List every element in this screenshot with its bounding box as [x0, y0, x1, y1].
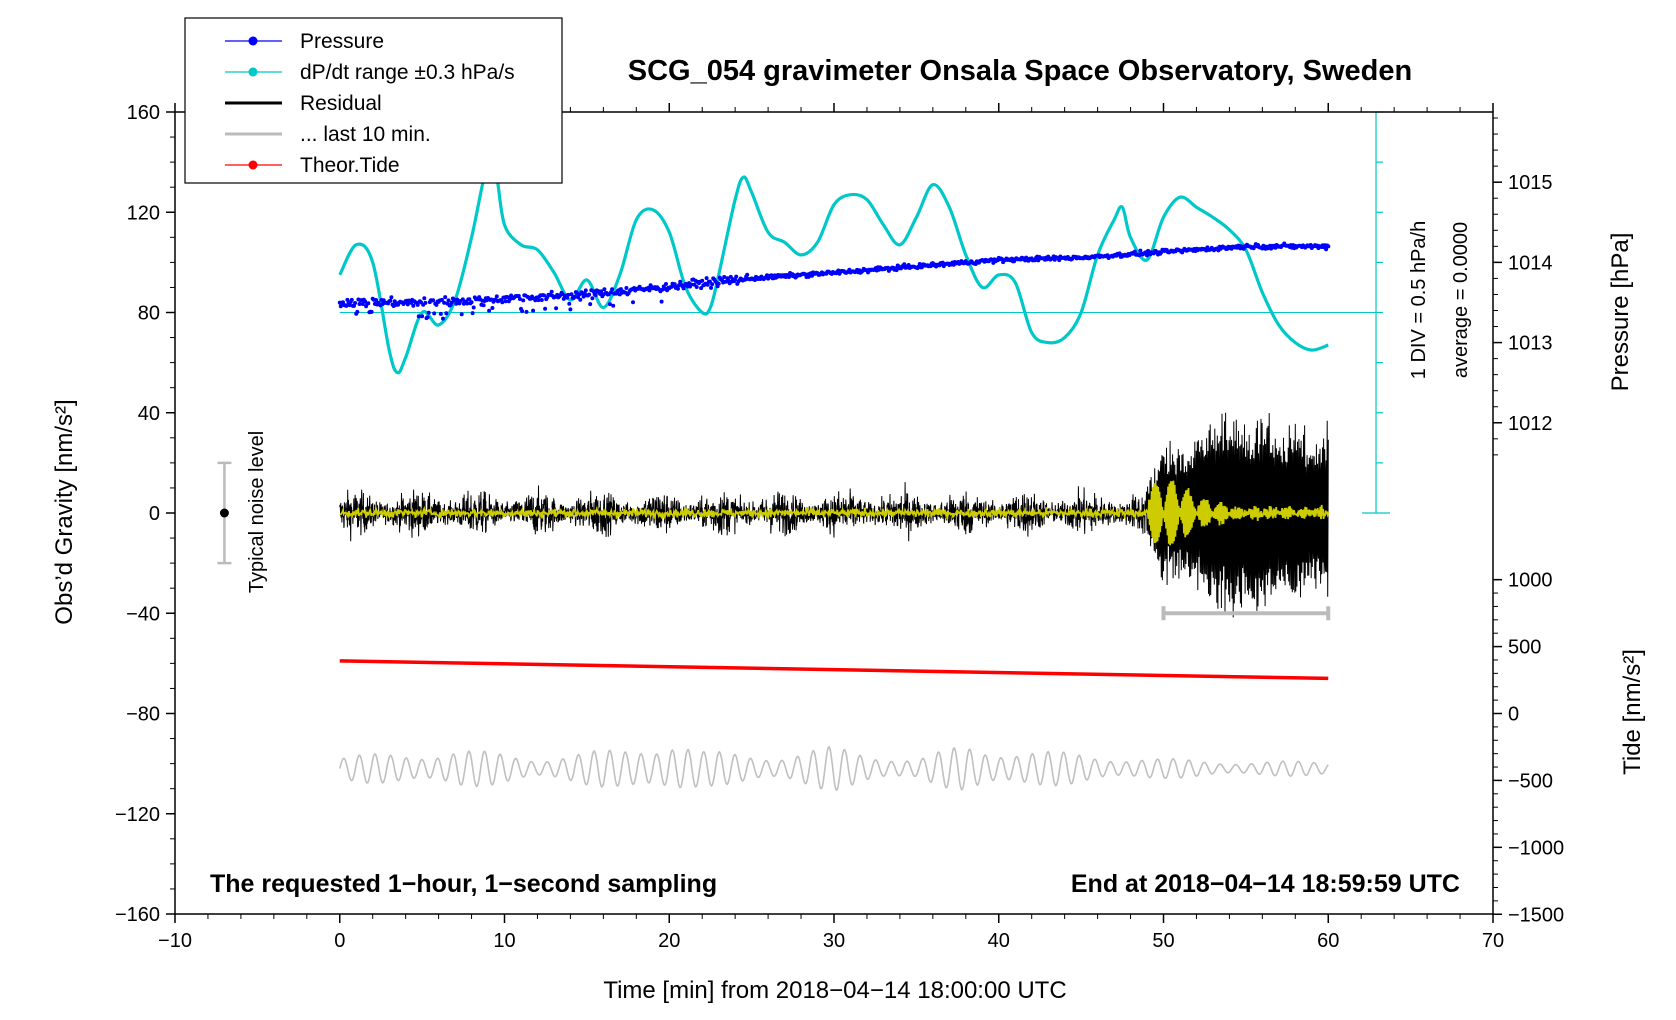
- x-tick-label: 60: [1317, 930, 1339, 952]
- annotation-end-time: End at 2018−04−14 18:59:59 UTC: [1071, 870, 1460, 898]
- legend-box: [184, 17, 563, 184]
- axes-layer: −10 0 10 20 30 40 50 60 70 160 120 80 40 0 −40 −80 −120 −…: [115, 102, 1564, 952]
- residual-line: [339, 412, 1329, 618]
- noise-bar-dot: [219, 508, 229, 518]
- y-axis-title-tide: Tide [nm/s²]: [1619, 649, 1646, 775]
- y-tick-label: 80: [138, 303, 160, 325]
- y-axis-title-pressure: Pressure [hPa]: [1607, 233, 1634, 392]
- series-layer: [217, 111, 1391, 792]
- x-tick-label: 20: [658, 930, 680, 952]
- legend-swatch-marker: [248, 160, 258, 170]
- x-tick-label: 50: [1152, 930, 1174, 952]
- chart-title: SCG_054 gravimeter Onsala Space Observat…: [628, 55, 1412, 87]
- pressure-tick-label: 1012: [1508, 413, 1553, 435]
- legend-label: Residual: [300, 92, 382, 115]
- y-axis-title-gravity: Obs’d Gravity [nm/s²]: [51, 399, 78, 624]
- y-tick-label: 160: [127, 102, 160, 124]
- x-tick-label: −10: [158, 930, 192, 952]
- legend-label: Theor.Tide: [300, 154, 400, 177]
- x-tick-label: 40: [988, 930, 1010, 952]
- tide-tick-label: 1000: [1508, 570, 1553, 592]
- text-layer: SCG_054 gravimeter Onsala Space Observat…: [51, 55, 1646, 1004]
- pressure-points: [337, 241, 1331, 321]
- noise-level-label: Typical noise level: [246, 431, 268, 593]
- theor-tide-line: [339, 659, 1329, 681]
- legend-swatch-marker: [248, 36, 258, 46]
- y-tick-label: −160: [115, 904, 160, 926]
- y-tick-label: −120: [115, 804, 160, 826]
- legend-label: ... last 10 min.: [300, 123, 431, 146]
- tide-tick-label: −500: [1508, 770, 1553, 792]
- x-tick-label: 30: [823, 930, 845, 952]
- annotation-sampling: The requested 1−hour, 1−second sampling: [210, 870, 717, 898]
- dpdt-average-label: average = 0.0000: [1450, 222, 1472, 378]
- tide-tick-label: 0: [1508, 704, 1519, 726]
- x-tick-label: 0: [334, 930, 345, 952]
- x-tick-label: 70: [1482, 930, 1504, 952]
- legend-label: dP/dt range ±0.3 hPa/s: [300, 61, 515, 84]
- legend-swatch-marker: [248, 67, 258, 77]
- microseism-trace: [339, 745, 1329, 792]
- y-tick-label: 0: [149, 503, 160, 525]
- y-tick-label: 40: [138, 403, 160, 425]
- tide-tick-label: −1000: [1508, 837, 1564, 859]
- y-tick-label: −40: [126, 603, 160, 625]
- smoothed-residual-line: [339, 480, 1330, 546]
- y-tick-label: −80: [126, 704, 160, 726]
- legend-label: Pressure: [300, 30, 384, 53]
- tide-tick-label: −1500: [1508, 904, 1564, 926]
- pressure-tick-label: 1015: [1508, 172, 1553, 194]
- pressure-tick-label: 1014: [1508, 252, 1553, 274]
- x-axis-title: Time [min] from 2018−04−14 18:00:00 UTC: [603, 977, 1066, 1004]
- pressure-tick-label: 1013: [1508, 333, 1553, 355]
- x-tick-label: 10: [493, 930, 515, 952]
- legend: Pressure dP/dt range ±0.3 hPa/s Residual..…: [184, 17, 563, 184]
- tide-tick-label: 500: [1508, 637, 1541, 659]
- y-tick-label: 120: [127, 202, 160, 224]
- dpdt-div-label: 1 DIV = 0.5 hPa/h: [1408, 221, 1430, 379]
